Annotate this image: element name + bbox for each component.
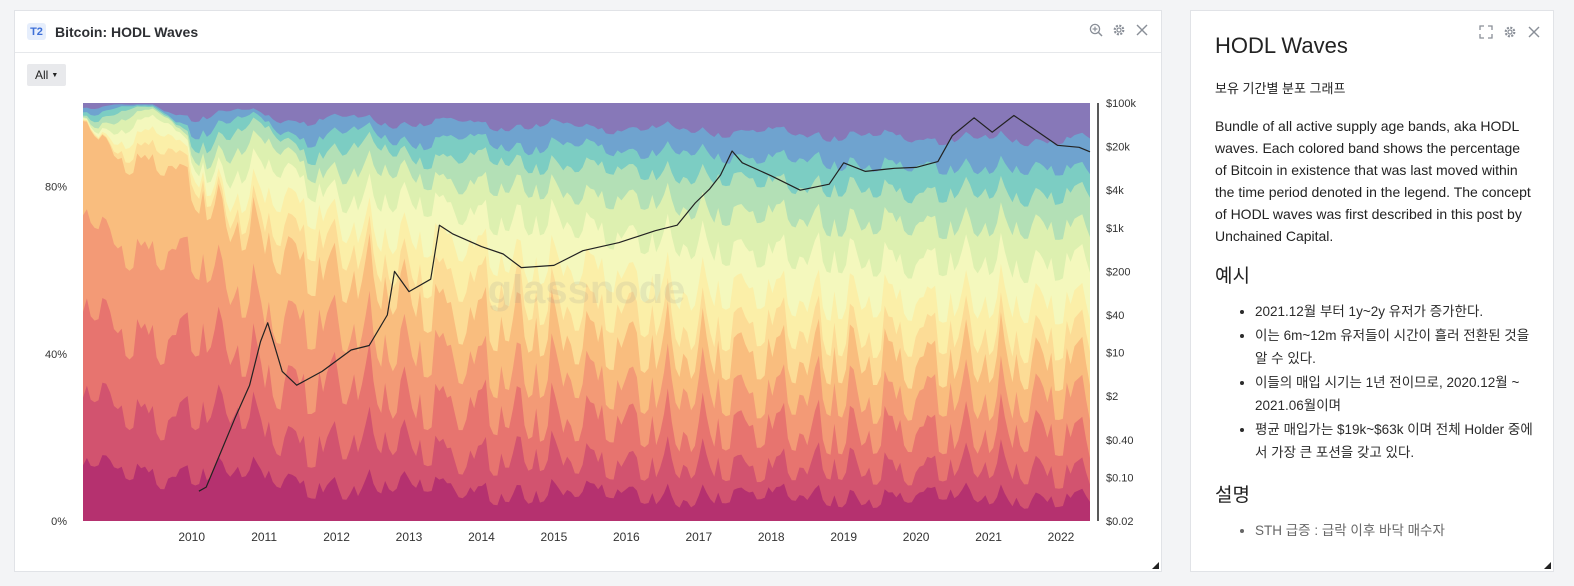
hodl-band-0 [83,455,1090,521]
y-right-tick-label: $40 [1106,310,1124,322]
y-right-tick-label: $2 [1106,391,1118,403]
chart-panel: T2 Bitcoin: HODL Waves All ▼ glassnode 20… [14,10,1162,572]
list-item: STH 급증 : 급락 이후 바닥 매수자 [1255,519,1535,543]
y-right-tick-label: $10 [1106,348,1124,360]
y-right-tick-label: $200 [1106,266,1130,278]
x-tick-label: 2015 [541,530,568,544]
y-right-tick-label: $0.40 [1106,435,1134,447]
resize-handle[interactable] [1544,562,1551,569]
description-panel: HODL Waves 보유 기간별 분포 그래프 Bundle of all a… [1190,10,1554,572]
y-right-tick-label: $0.02 [1106,516,1134,528]
description-body: Bundle of all active supply age bands, a… [1215,118,1531,244]
y-right-tick-label: $100k [1106,98,1136,110]
x-tick-label: 2012 [323,530,350,544]
close-icon[interactable] [1527,25,1541,39]
y-right-tick-label: $4k [1106,185,1124,197]
y-right-tick-label: $0.10 [1106,472,1134,484]
range-selector[interactable]: All ▼ [27,64,67,86]
x-tick-label: 2022 [1048,530,1075,544]
watermark: glassnode [488,268,686,312]
fullscreen-icon[interactable] [1479,25,1493,39]
close-icon[interactable] [1135,23,1149,37]
list-item: 이들의 매입 시기는 1년 전이므로, 2020.12월 ~ 2021.06월이… [1255,371,1535,418]
chart-panel-header: T2 Bitcoin: HODL Waves [15,11,1161,53]
zoom-in-icon[interactable] [1089,23,1103,37]
x-tick-label: 2019 [830,530,857,544]
gear-icon[interactable] [1503,25,1517,39]
x-tick-label: 2016 [613,530,640,544]
gear-icon[interactable] [1112,23,1126,37]
chevron-down-icon: ▼ [51,71,59,79]
list-item: 평균 매입가는 $19k~$63k 이며 전체 Holder 중에서 가장 큰 … [1255,418,1535,465]
range-selector-label: All [35,68,49,82]
y-left-tick-label: 80% [45,182,67,194]
hodl-waves-chart: glassnode 2010 2011 2012 2013 2014 2015 2016 201… [45,98,1137,544]
x-tick-label: 2014 [468,530,495,544]
x-tick-label: 2011 [251,530,277,544]
description-content: HODL Waves 보유 기간별 분포 그래프 Bundle of all a… [1215,33,1535,557]
y-left-tick-label: 0% [51,516,67,528]
x-tick-label: 2010 [178,530,205,544]
example-heading: 예시 [1215,266,1250,287]
list-item: 이는 6m~12m 유저들이 시간이 흘러 전환된 것을 알 수 있다. [1255,324,1535,371]
x-tick-label: 2017 [685,530,712,544]
chart-title: Bitcoin: HODL Waves [55,23,199,40]
y-right-tick-label: $20k [1106,142,1130,154]
y-left-tick-label: 40% [45,349,67,361]
tier-badge: T2 [27,23,46,40]
y-right-tick-label: $1k [1106,223,1124,235]
price-line [198,114,1091,492]
x-tick-label: 2013 [396,530,423,544]
list-item: 2021.12월 부터 1y~2y 유저가 증가한다. [1255,300,1535,324]
description-subtitle: 보유 기간별 분포 그래프 [1215,81,1346,96]
x-tick-label: 2020 [903,530,930,544]
x-tick-label: 2018 [758,530,785,544]
explain-heading: 설명 [1215,484,1250,506]
example-list: 2021.12월 부터 1y~2y 유저가 증가한다. 이는 6m~12m 유저… [1215,300,1535,465]
resize-handle[interactable] [1152,562,1159,569]
x-tick-label: 2021 [975,530,1002,544]
description-title: HODL Waves [1215,33,1348,58]
explain-list: STH 급증 : 급락 이후 바닥 매수자 [1215,519,1535,543]
